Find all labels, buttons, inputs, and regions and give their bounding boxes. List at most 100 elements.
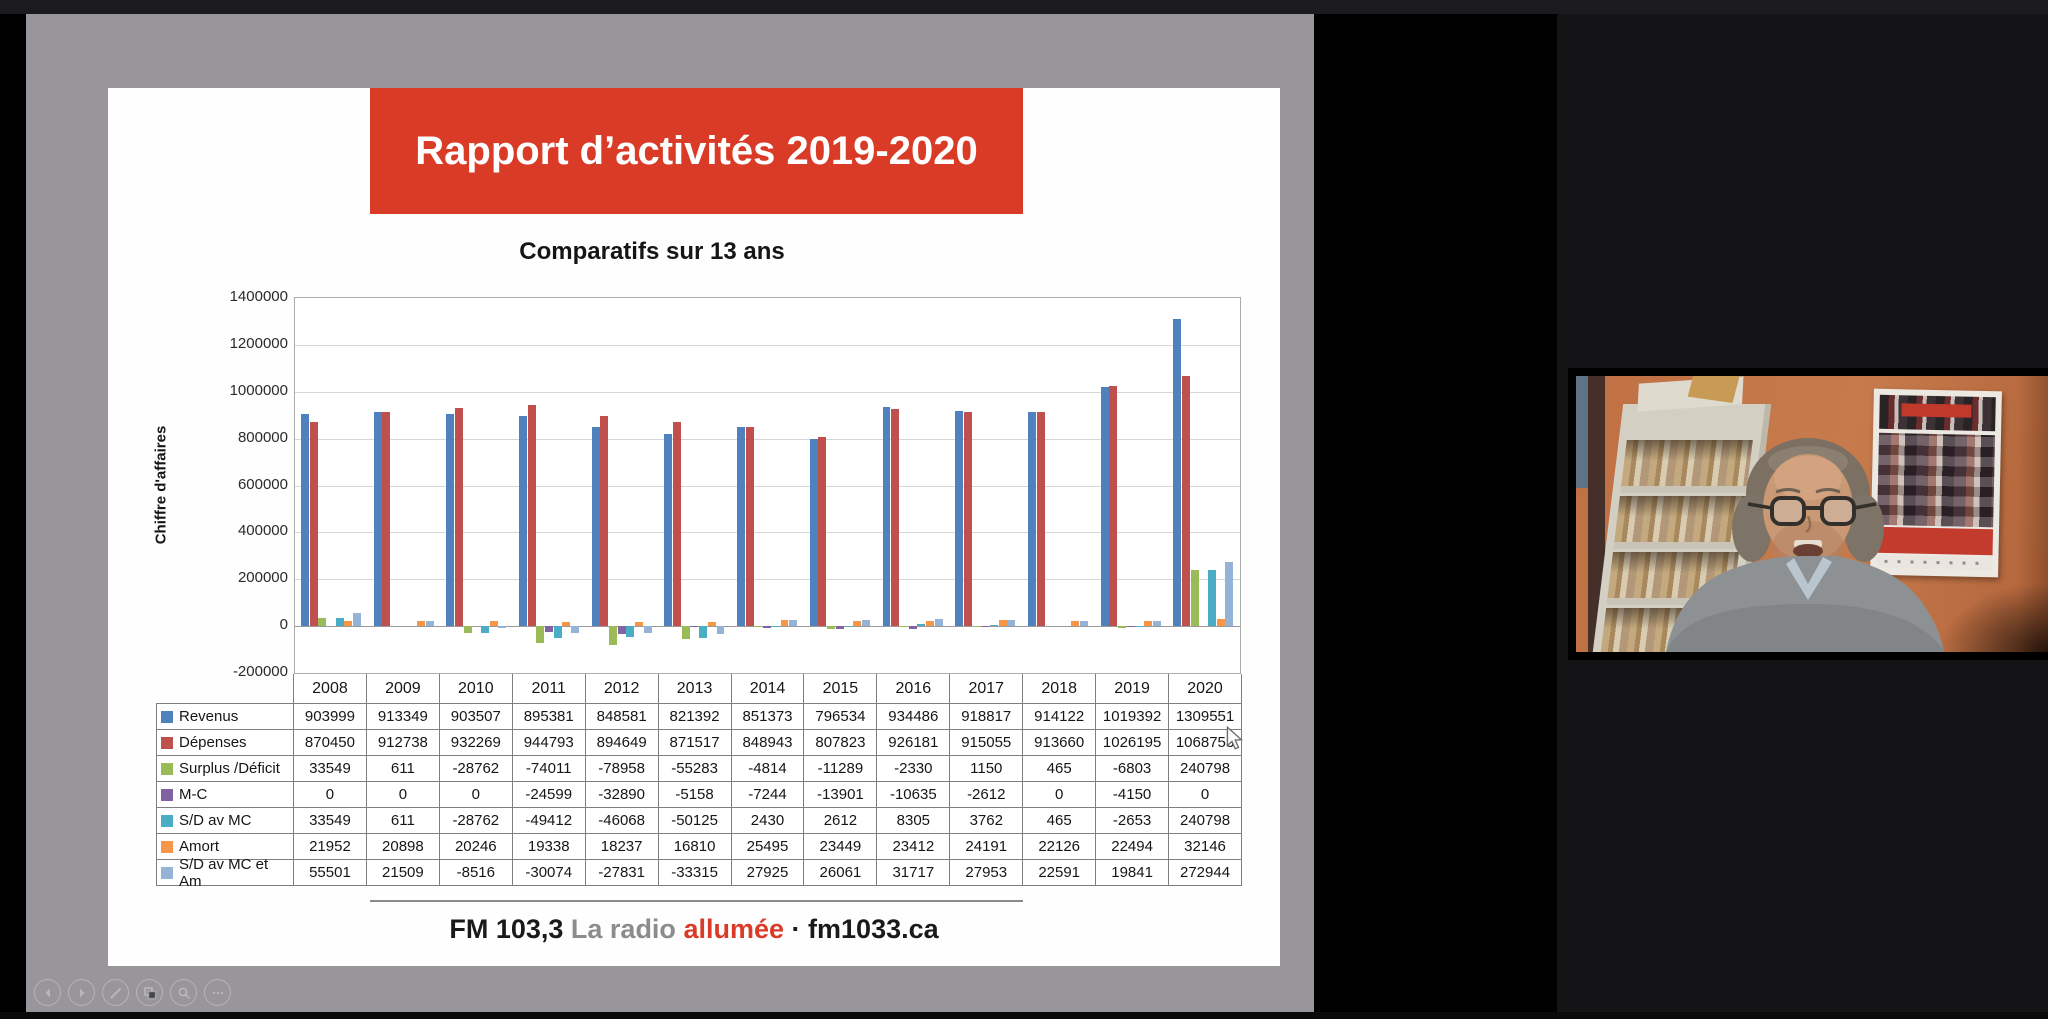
bar-s-d-av-mc xyxy=(553,626,562,638)
screen-share-region: Rapport d’activités 2019-2020 Comparatif… xyxy=(26,14,1314,1012)
value-cell: 55501 xyxy=(294,860,367,886)
value-cell: -33315 xyxy=(658,860,732,886)
bar-d-penses xyxy=(1109,385,1118,627)
zoom-tool-button[interactable] xyxy=(170,979,197,1006)
value-cell: -32890 xyxy=(585,782,659,808)
mouse-cursor xyxy=(1226,726,1243,750)
value-cell: -2330 xyxy=(877,756,951,782)
bar-m-c xyxy=(835,626,844,630)
series-name: Surplus /Déficit xyxy=(179,760,280,777)
previous-slide-button[interactable] xyxy=(34,979,61,1006)
value-cell: 913660 xyxy=(1023,730,1097,756)
bar-amort xyxy=(635,621,644,627)
bar-surplus-d-ficit xyxy=(1190,569,1199,627)
value-cell: 848581 xyxy=(585,704,659,730)
y-tick-label: -200000 xyxy=(232,663,288,680)
bar-s-d-av-mc-et-am xyxy=(643,626,652,633)
value-cell: -74011 xyxy=(512,756,586,782)
value-cell: 31717 xyxy=(877,860,951,886)
bar-revenus xyxy=(1027,411,1036,627)
year-header-cell: 2008 xyxy=(294,674,367,704)
value-cell: 24191 xyxy=(950,834,1024,860)
value-cell: -28762 xyxy=(439,808,513,834)
bar-revenus xyxy=(1173,319,1182,627)
y-tick-label: 0 xyxy=(279,616,288,634)
bar-amort xyxy=(417,621,426,627)
bar-surplus-d-ficit xyxy=(318,618,327,627)
gridline xyxy=(295,391,1240,393)
arrow-left-icon xyxy=(45,988,50,997)
bar-s-d-av-mc xyxy=(481,626,490,633)
series-label-cell: S/D av MC et Am xyxy=(156,856,294,890)
value-cell: 894649 xyxy=(585,730,659,756)
year-header-cell: 2009 xyxy=(366,674,440,704)
value-cell: 20898 xyxy=(366,834,440,860)
arrow-right-icon xyxy=(79,988,84,997)
value-cell: -49412 xyxy=(512,808,586,834)
pen-tool-button[interactable] xyxy=(102,979,129,1006)
bar-d-penses xyxy=(891,409,900,627)
value-cell: 871517 xyxy=(658,730,732,756)
year-header-cell: 2010 xyxy=(439,674,513,704)
year-header-cell: 2017 xyxy=(950,674,1024,704)
value-cell: 0 xyxy=(439,782,513,808)
value-cell: 611 xyxy=(366,808,440,834)
bar-s-d-av-mc xyxy=(917,624,926,627)
value-cell: 912738 xyxy=(366,730,440,756)
value-cell: 848943 xyxy=(731,730,805,756)
slide-panel-button[interactable] xyxy=(136,979,163,1006)
ellipsis-icon xyxy=(212,991,223,994)
value-cell: -30074 xyxy=(512,860,586,886)
value-cell: -78958 xyxy=(585,756,659,782)
value-cell: 1150 xyxy=(950,756,1024,782)
value-cell: -28762 xyxy=(439,756,513,782)
bar-amort xyxy=(998,620,1007,627)
bar-amort xyxy=(780,620,789,627)
bar-m-c xyxy=(981,626,990,627)
bar-revenus xyxy=(882,407,891,627)
bar-revenus xyxy=(300,414,309,627)
bar-surplus-d-ficit xyxy=(899,626,908,627)
value-cell: 33549 xyxy=(294,756,367,782)
value-cell: 19338 xyxy=(512,834,586,860)
series-name: Amort xyxy=(179,838,220,855)
value-cell: 465 xyxy=(1023,756,1097,782)
year-header-cell: 2014 xyxy=(731,674,805,704)
bar-amort xyxy=(489,621,498,627)
bar-s-d-av-mc-et-am xyxy=(1152,621,1161,627)
gridline xyxy=(295,579,1240,581)
bar-s-d-av-mc-et-am xyxy=(498,626,507,629)
bar-s-d-av-mc xyxy=(335,618,344,627)
value-cell: 903507 xyxy=(439,704,513,730)
bar-s-d-av-mc xyxy=(1207,569,1216,627)
bar-s-d-av-mc-et-am xyxy=(1225,562,1234,627)
presentation-slide: Rapport d’activités 2019-2020 Comparatif… xyxy=(108,88,1280,966)
year-header-cell: 2015 xyxy=(804,674,878,704)
value-cell: -10635 xyxy=(877,782,951,808)
bar-s-d-av-mc xyxy=(1135,626,1144,627)
bar-s-d-av-mc-et-am xyxy=(934,618,943,627)
year-header-cell: 2019 xyxy=(1096,674,1170,704)
slides-icon xyxy=(143,986,156,999)
bar-amort xyxy=(1216,618,1225,627)
value-cell: 27925 xyxy=(731,860,805,886)
slide-title: Rapport d’activités 2019-2020 xyxy=(415,128,978,173)
value-cell: 272944 xyxy=(1169,860,1242,886)
bar-revenus xyxy=(591,427,600,627)
series-name: Dépenses xyxy=(179,734,247,751)
value-cell: 20246 xyxy=(439,834,513,860)
value-cell: -24599 xyxy=(512,782,586,808)
more-tools-button[interactable] xyxy=(204,979,231,1006)
bar-s-d-av-mc xyxy=(844,625,853,627)
next-slide-button[interactable] xyxy=(68,979,95,1006)
value-cell: 465 xyxy=(1023,808,1097,834)
gridline xyxy=(295,344,1240,346)
value-cell: -2612 xyxy=(950,782,1024,808)
bar-surplus-d-ficit xyxy=(609,626,618,645)
gridline xyxy=(295,532,1240,534)
value-cell: 851373 xyxy=(731,704,805,730)
bar-s-d-av-mc-et-am xyxy=(789,619,798,627)
bar-m-c xyxy=(908,626,917,629)
webcam-video xyxy=(1576,376,2048,652)
participant-video-tile[interactable] xyxy=(1568,368,2048,660)
